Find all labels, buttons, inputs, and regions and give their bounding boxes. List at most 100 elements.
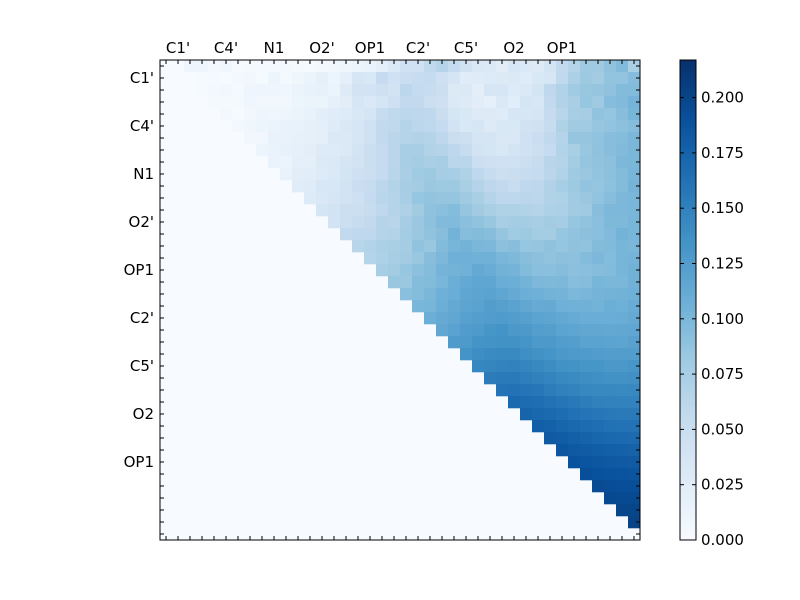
heatmap-cell — [316, 84, 329, 97]
heatmap-cell — [340, 144, 353, 157]
heatmap-cell — [400, 180, 413, 193]
heatmap-cell — [484, 324, 497, 337]
heatmap-cell — [448, 276, 461, 289]
heatmap-cell — [628, 264, 641, 277]
heatmap-cell — [616, 360, 629, 373]
heatmap-cell — [472, 144, 485, 157]
x-tick-label: C5' — [454, 39, 478, 57]
heatmap-cell — [424, 264, 437, 277]
heatmap-cell — [556, 420, 569, 433]
heatmap-cell — [532, 276, 545, 289]
heatmap-cell — [412, 96, 425, 109]
heatmap-cell — [544, 180, 557, 193]
colorbar-ticks: 0.000 0.025 0.050 0.075 0.100 0.125 0.150 0.175… — [680, 89, 744, 549]
heatmap-cell — [496, 360, 509, 373]
heatmap-cell — [616, 324, 629, 337]
heatmap-cell — [280, 168, 293, 181]
heatmap-cell — [616, 384, 629, 397]
colorbar — [679, 59, 697, 541]
heatmap-cell — [220, 96, 233, 109]
heatmap-cell — [388, 240, 401, 253]
heatmap-cell — [604, 84, 617, 97]
heatmap-cell — [448, 120, 461, 133]
heatmap-cell — [604, 264, 617, 277]
heatmap-cell — [448, 324, 461, 337]
heatmap-cell — [172, 60, 185, 73]
heatmap-cell — [448, 84, 461, 97]
heatmap-cell — [340, 120, 353, 133]
heatmap-cell — [544, 432, 557, 445]
plot-frame — [159, 59, 641, 541]
heatmap-cell — [628, 420, 641, 433]
heatmap-cell — [496, 228, 509, 241]
heatmap-cell — [580, 360, 593, 373]
heatmap-cell — [400, 168, 413, 181]
heatmap-cell — [352, 60, 365, 73]
heatmap-cell — [388, 96, 401, 109]
heatmap-cell — [604, 348, 617, 361]
heatmap-cell — [340, 132, 353, 145]
heatmap-cell — [388, 204, 401, 217]
x-tick-label: O2 — [503, 39, 524, 57]
heatmap-cell — [460, 336, 473, 349]
heatmap-cell — [568, 156, 581, 169]
heatmap-cell — [388, 168, 401, 181]
heatmap-cell — [436, 120, 449, 133]
heatmap-cell — [520, 264, 533, 277]
heatmap-cell — [364, 204, 377, 217]
heatmap-cell — [460, 84, 473, 97]
heatmap-cell — [604, 168, 617, 181]
heatmap-cell — [544, 324, 557, 337]
heatmap-cell — [184, 60, 197, 73]
heatmap-cell — [496, 120, 509, 133]
heatmap-cell — [592, 456, 605, 469]
heatmap-cell — [556, 252, 569, 265]
heatmap-cell — [520, 288, 533, 301]
heatmap-cell — [532, 252, 545, 265]
heatmap-cell — [568, 180, 581, 193]
heatmap-cell — [448, 192, 461, 205]
heatmap-cell — [604, 252, 617, 265]
heatmap-cell — [328, 132, 341, 145]
heatmap-cell — [580, 264, 593, 277]
heatmap-cell — [484, 240, 497, 253]
y-tick-label: C4' — [130, 117, 154, 135]
heatmap-cell — [616, 396, 629, 409]
heatmap-cell — [532, 288, 545, 301]
heatmap-cell — [616, 132, 629, 145]
heatmap-cell — [460, 348, 473, 361]
heatmap-cell — [532, 324, 545, 337]
heatmap-cell — [352, 180, 365, 193]
heatmap-cell — [508, 96, 521, 109]
heatmap-cell — [460, 216, 473, 229]
heatmap-cell — [556, 84, 569, 97]
heatmap-cell — [604, 480, 617, 493]
heatmap-cell — [496, 264, 509, 277]
heatmap-cell — [460, 276, 473, 289]
heatmap-cell — [472, 156, 485, 169]
heatmap-cell — [592, 408, 605, 421]
heatmap-cell — [316, 156, 329, 169]
heatmap-cell — [616, 504, 629, 517]
heatmap-cell — [328, 72, 341, 85]
heatmap-cell — [460, 108, 473, 121]
heatmap-cell — [532, 72, 545, 85]
heatmap-cell — [484, 276, 497, 289]
heatmap-cell — [592, 108, 605, 121]
heatmap-cell — [544, 300, 557, 313]
heatmap-cell — [556, 432, 569, 445]
heatmap-cell — [628, 168, 641, 181]
heatmap-cell — [328, 204, 341, 217]
heatmap-cell — [400, 72, 413, 85]
heatmap-cell — [568, 396, 581, 409]
heatmap-cell — [484, 84, 497, 97]
heatmap-cell — [544, 420, 557, 433]
heatmap-cell — [592, 480, 605, 493]
heatmap-cell — [508, 132, 521, 145]
heatmap-cell — [412, 192, 425, 205]
heatmap-cell — [628, 324, 641, 337]
heatmap-cell — [568, 276, 581, 289]
heatmap-cell — [436, 300, 449, 313]
heatmap-cell — [448, 132, 461, 145]
heatmap-cell — [628, 396, 641, 409]
